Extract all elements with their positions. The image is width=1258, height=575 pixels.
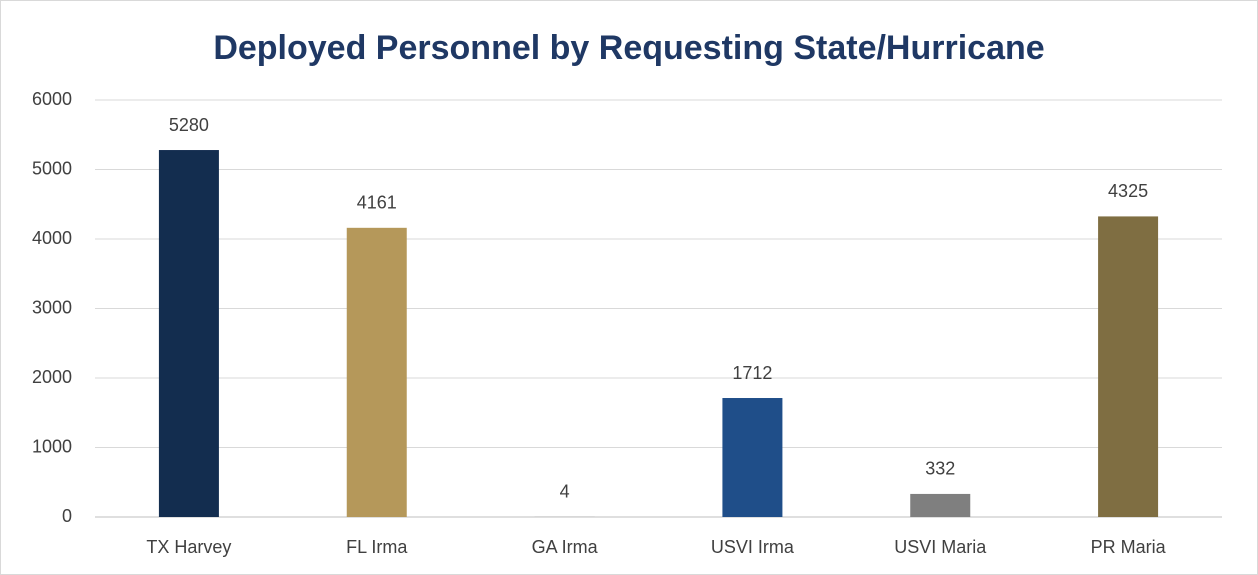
y-tick-label: 0 (62, 506, 72, 526)
bar (158, 150, 219, 518)
y-tick-label: 4000 (32, 228, 72, 248)
x-tick-label: USVI Maria (894, 537, 987, 557)
x-tick-label: TX Harvey (146, 537, 231, 557)
data-label: 4161 (357, 193, 397, 213)
y-tick-label: 2000 (32, 367, 72, 387)
bar (346, 227, 407, 518)
y-tick-label: 5000 (32, 158, 72, 178)
bar (1098, 216, 1159, 517)
data-label: 5280 (169, 115, 209, 135)
y-tick-label: 1000 (32, 436, 72, 456)
x-tick-label: PR Maria (1091, 537, 1167, 557)
bar (910, 493, 971, 517)
data-label: 332 (925, 459, 955, 479)
y-tick-label: 3000 (32, 297, 72, 317)
y-tick-label: 6000 (32, 89, 72, 109)
data-label: 1712 (732, 363, 772, 383)
data-label: 4325 (1108, 181, 1148, 201)
data-label: 4 (560, 481, 570, 501)
bar (722, 398, 783, 517)
chart-title: Deployed Personnel by Requesting State/H… (213, 29, 1044, 67)
x-tick-label: FL Irma (346, 537, 408, 557)
x-tick-label: USVI Irma (711, 537, 795, 557)
x-tick-label: GA Irma (532, 537, 599, 557)
